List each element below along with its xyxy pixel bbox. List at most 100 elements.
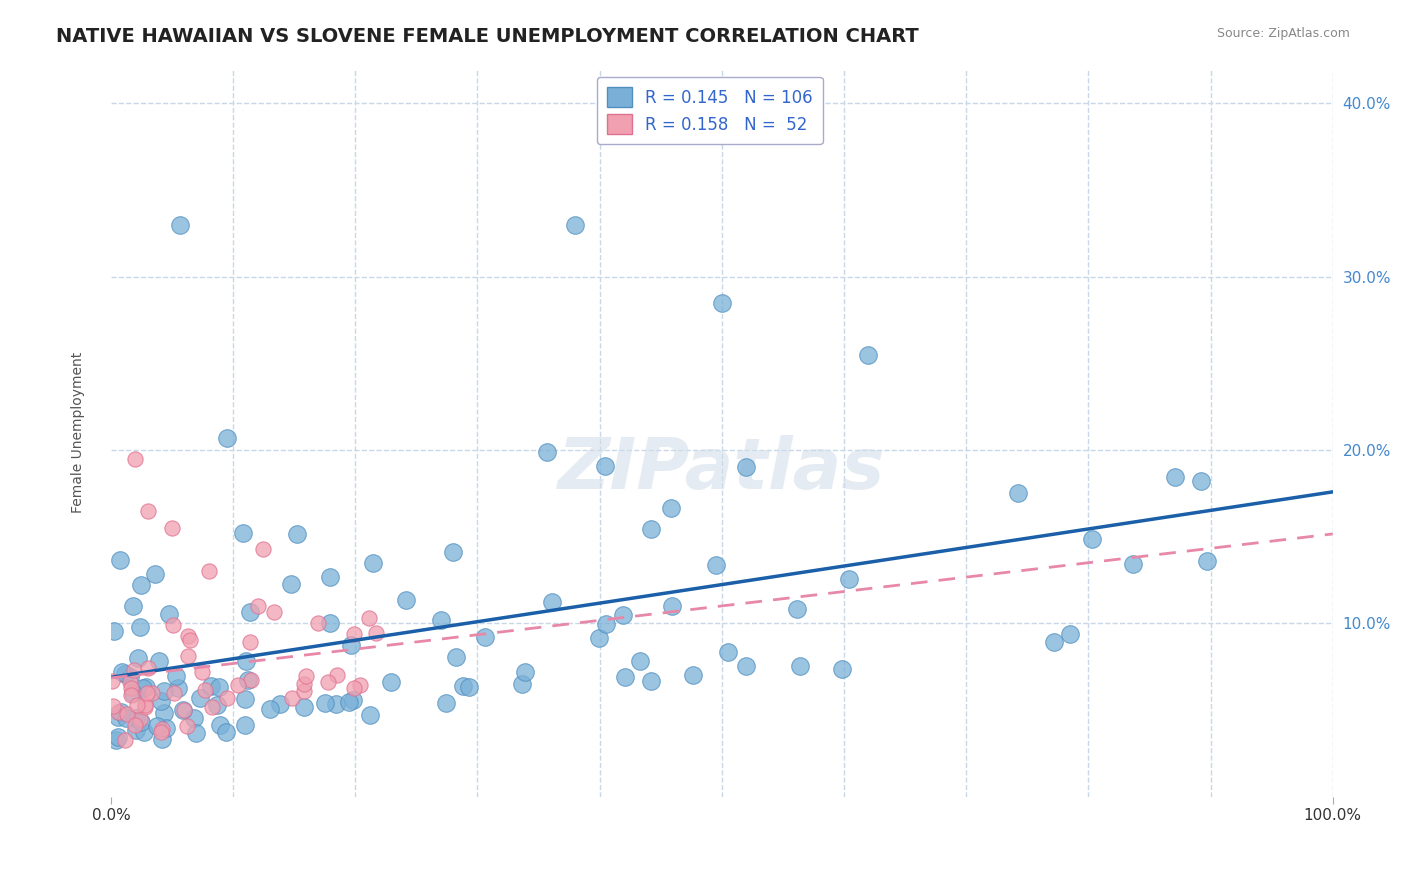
Point (127, 650, 149, 665)
Point (215, 691, 238, 706)
Point (349, 678, 371, 692)
Point (122, 663, 145, 677)
Point (200, 700, 222, 714)
Point (858, 348, 880, 362)
Point (259, 702, 281, 716)
Point (246, 599, 269, 613)
Point (513, 665, 536, 680)
Point (150, 722, 173, 736)
Point (252, 542, 274, 557)
Point (233, 718, 256, 732)
Point (215, 431, 238, 445)
Point (269, 697, 291, 711)
Point (240, 673, 263, 688)
Point (155, 721, 177, 735)
Point (430, 613, 453, 627)
Point (153, 706, 176, 720)
Text: Source: ZipAtlas.com: Source: ZipAtlas.com (1216, 27, 1350, 40)
Point (640, 522, 662, 536)
Point (789, 659, 811, 673)
Point (236, 673, 259, 687)
Point (640, 673, 662, 688)
Point (125, 711, 148, 725)
Point (451, 679, 474, 693)
Point (292, 677, 315, 691)
Point (194, 682, 217, 697)
Point (1164, 470, 1187, 484)
Point (325, 697, 347, 711)
Point (141, 686, 163, 700)
Point (110, 706, 132, 720)
Point (120, 688, 142, 702)
Point (359, 708, 381, 723)
Point (292, 683, 315, 698)
Point (235, 654, 257, 668)
Point (1059, 626, 1081, 640)
Point (319, 569, 342, 583)
Point (146, 718, 169, 732)
Point (169, 218, 191, 232)
Point (735, 659, 758, 673)
Point (191, 665, 214, 680)
Point (114, 732, 136, 747)
Point (239, 634, 262, 648)
Point (111, 665, 134, 679)
Point (1122, 557, 1144, 571)
Point (474, 630, 496, 644)
Point (214, 724, 236, 739)
Point (593, 459, 616, 474)
Point (101, 673, 124, 688)
Point (134, 700, 156, 714)
Point (183, 711, 205, 725)
Point (124, 451, 146, 466)
Point (125, 723, 148, 737)
Point (786, 602, 808, 616)
Point (280, 691, 302, 706)
Point (136, 503, 159, 517)
Point (434, 697, 457, 711)
Point (143, 567, 166, 582)
Point (717, 645, 740, 659)
Point (205, 698, 228, 713)
Point (458, 680, 481, 694)
Point (188, 691, 211, 706)
Point (337, 695, 360, 709)
Point (612, 607, 634, 622)
Point (263, 606, 285, 620)
Point (124, 717, 146, 731)
Point (150, 731, 173, 746)
Point (148, 654, 170, 668)
Point (153, 684, 176, 698)
Point (831, 662, 853, 676)
Point (295, 669, 318, 683)
Point (129, 620, 152, 634)
Point (613, 671, 636, 685)
Point (325, 667, 347, 681)
Point (173, 703, 195, 717)
Point (233, 692, 256, 706)
Point (176, 719, 198, 733)
Point (342, 692, 364, 706)
Point (343, 627, 366, 641)
Point (1007, 485, 1029, 500)
Point (659, 500, 682, 515)
Point (135, 681, 157, 695)
Point (115, 706, 138, 721)
Point (364, 625, 387, 640)
Point (128, 712, 150, 726)
Point (166, 681, 188, 696)
Point (1043, 634, 1066, 648)
Point (129, 577, 152, 591)
Point (125, 698, 148, 713)
Y-axis label: Female Unemployment: Female Unemployment (72, 352, 86, 513)
Point (564, 218, 586, 232)
Point (314, 697, 336, 711)
Point (107, 731, 129, 745)
Point (1195, 554, 1218, 568)
Point (160, 521, 183, 535)
Point (197, 564, 219, 578)
Point (132, 725, 155, 739)
Point (105, 733, 128, 747)
Point (536, 445, 558, 459)
Point (208, 718, 231, 732)
